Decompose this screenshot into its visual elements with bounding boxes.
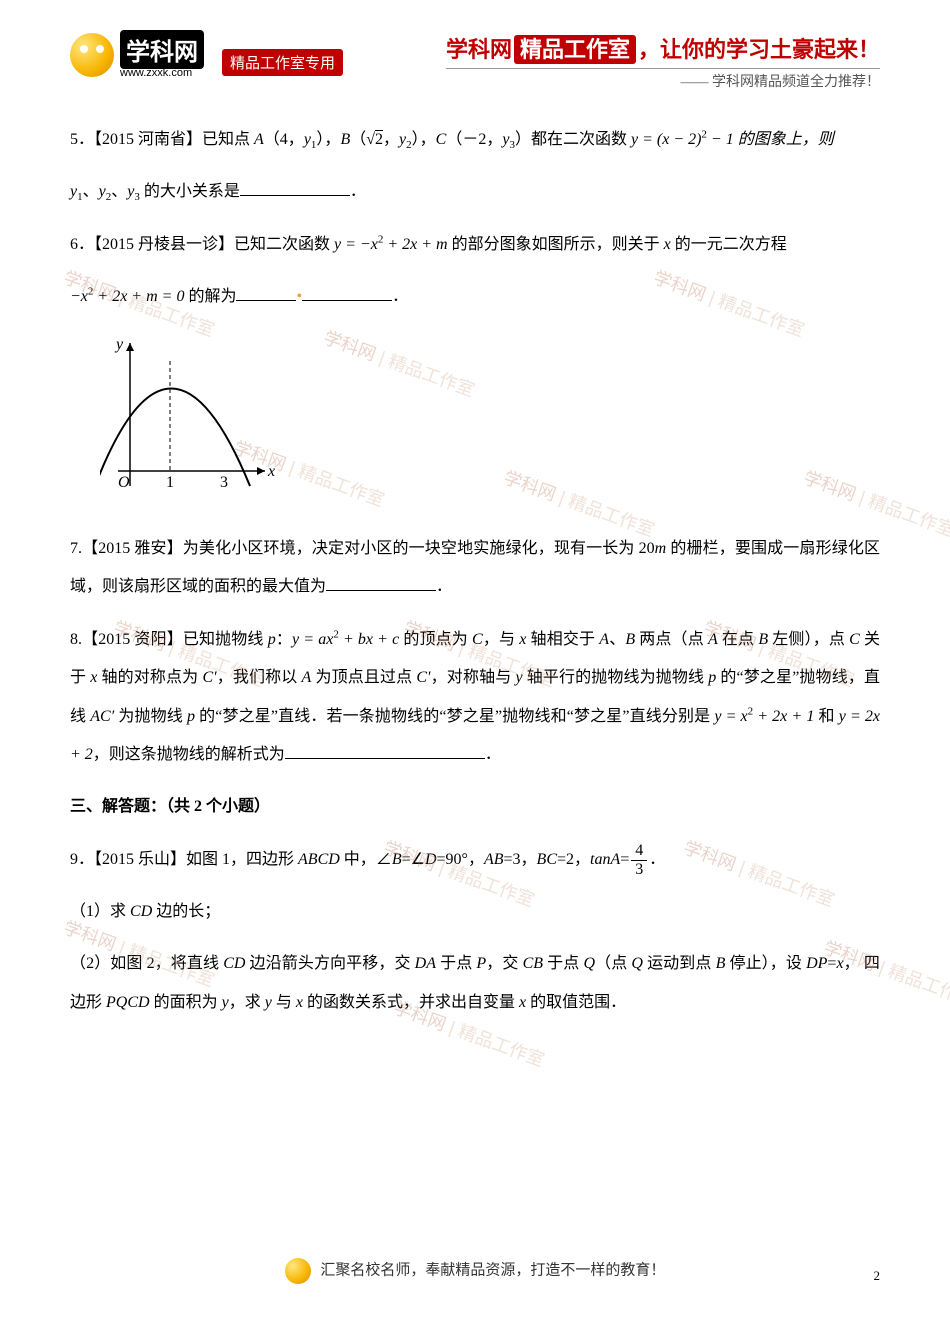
q5-B: B: [340, 131, 350, 148]
parabola-graph-icon: O 1 3 x y: [100, 331, 280, 501]
q8-blank: [285, 742, 485, 759]
q6-eqtail: 的解为: [184, 288, 236, 305]
q5-Ay: y1: [304, 131, 317, 148]
question-9: 9．【2015 乐山】如图 1，四边形 ABCD 中，∠B=∠D=90°，AB=…: [70, 841, 880, 879]
q5-y3: y3: [127, 183, 140, 200]
question-8: 8.【2015 资阳】已知抛物线 p：y = ax2 + bx + c 的顶点为…: [70, 621, 880, 775]
q7-blank: [326, 574, 436, 591]
q5-A: A: [254, 131, 264, 148]
q5-prefix: 5．【2015 河南省】已知点: [70, 131, 254, 148]
question-5-line2: y1、y2、y3 的大小关系是．: [70, 173, 880, 211]
section-3-title: 三、解答题：（共 2 个小题）: [70, 788, 880, 826]
header-right: 学科网精品工作室，让你的学习土豪起来！ —— 学科网精品频道全力推荐！: [446, 30, 880, 91]
q5-Cclose: ）都在二次函数: [515, 131, 631, 148]
graph-x-label: x: [267, 463, 275, 480]
graph-tick-1: 1: [166, 474, 174, 491]
slogan-post: ，让你的学习土豪起来！: [638, 37, 880, 62]
q5-Bcomma: ，: [383, 131, 399, 148]
badge: 精品工作室专用: [222, 49, 343, 76]
logo: 学科网 www.zxxk.com: [70, 30, 204, 79]
header-left: 学科网 www.zxxk.com 精品工作室专用: [70, 30, 343, 79]
q5-y1: y1: [70, 183, 83, 200]
q6-blank-b: [302, 284, 392, 301]
footer-text: 汇聚名校名师，奉献精品资源，打造不一样的教育！: [320, 1262, 665, 1278]
q5-Cy: y3: [502, 131, 515, 148]
q5-func: y = (x − 2)2 − 1 的图象上，则: [631, 131, 834, 148]
q5-sqrt: √2: [366, 131, 383, 148]
question-9-p2: （2）如图 2，将直线 CD 边沿箭头方向平移，交 DA 于点 P，交 CB 于…: [70, 945, 880, 1022]
q5-y2: y2: [99, 183, 112, 200]
footer-mascot-icon: [285, 1258, 311, 1284]
slogan-sub: —— 学科网精品频道全力推荐！: [446, 68, 880, 91]
graph-O: O: [118, 474, 130, 491]
q5-By: y2: [399, 131, 412, 148]
mascot-icon: [70, 33, 114, 77]
q9-frac: 43: [631, 842, 647, 878]
q5-Ax: （4，: [264, 131, 304, 148]
question-6-line2: −x2 + 2x + m = 0 的解为•．: [70, 278, 880, 316]
question-9-p1: （1）求 CD 边的长；: [70, 893, 880, 931]
q7-a: 7.【2015 雅安】为美化小区环境，决定对小区的一块空地实施绿化，现有一长为 …: [70, 540, 655, 557]
q6-func: y = −x2 + 2x + m: [334, 236, 448, 253]
slogan-main: 学科网精品工作室，让你的学习土豪起来！: [446, 32, 880, 64]
question-6: 6．【2015 丹棱县一诊】已知二次函数 y = −x2 + 2x + m 的部…: [70, 226, 880, 264]
page-number: 2: [874, 1268, 881, 1284]
q5-Cx: （－2，: [446, 131, 502, 148]
q5-tail: 的大小关系是: [140, 183, 240, 200]
q5-blank: [240, 179, 350, 196]
q6-mid2: 的一元二次方程: [671, 236, 787, 253]
q6-blank-a: [236, 284, 296, 301]
q6-eq: −x2 + 2x + m = 0: [70, 288, 184, 305]
q5-C: C: [436, 131, 447, 148]
q5-Bx: （: [350, 131, 366, 148]
question-5: 5．【2015 河南省】已知点 A（4，y1），B（√2，y2），C（－2，y3…: [70, 121, 880, 159]
question-7: 7.【2015 雅安】为美化小区环境，决定对小区的一块空地实施绿化，现有一长为 …: [70, 530, 880, 607]
q6-graph: O 1 3 x y: [100, 331, 880, 516]
footer: 汇聚名校名师，奉献精品资源，打造不一样的教育！: [0, 1258, 950, 1284]
graph-tick-3: 3: [220, 474, 228, 491]
logo-text: 学科网: [120, 30, 204, 69]
header: 学科网 www.zxxk.com 精品工作室专用 学科网精品工作室，让你的学习土…: [70, 30, 880, 91]
q8-func: y = ax2 + bx + c: [292, 631, 399, 648]
q6-prefix: 6．【2015 丹棱县一诊】已知二次函数: [70, 236, 334, 253]
content: 5．【2015 河南省】已知点 A（4，y1），B（√2，y2），C（－2，y3…: [70, 121, 880, 1022]
slogan-box: 精品工作室: [514, 35, 636, 64]
graph-y-label: y: [114, 336, 124, 353]
page: 学科网 www.zxxk.com 精品工作室专用 学科网精品工作室，让你的学习土…: [0, 0, 950, 1314]
slogan-pre: 学科网: [446, 37, 512, 62]
q8-eq1: y = x2 + 2x + 1: [714, 708, 814, 725]
q5-Aclose: ），: [316, 131, 340, 148]
q6-mid: 的部分图象如图所示，则关于: [448, 236, 664, 253]
q5-Bclose: ），: [412, 131, 436, 148]
